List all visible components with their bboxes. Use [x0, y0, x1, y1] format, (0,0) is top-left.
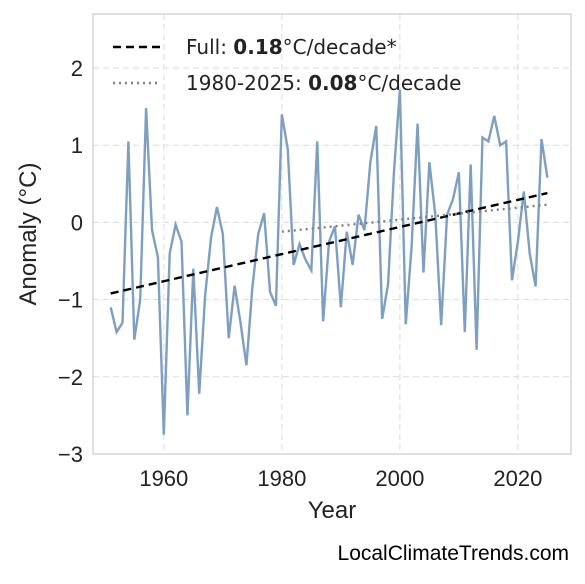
x-axis-label: Year [308, 497, 357, 524]
watermark: LocalClimateTrends.com [338, 542, 569, 565]
y-tick-label: 1 [71, 133, 83, 158]
legend-text: 1980-2025: [186, 71, 308, 95]
legend-text: °C/decade* [283, 35, 397, 59]
legend-entry: 1980-2025: 0.08°C/decade [186, 71, 461, 95]
x-tick-label: 2020 [493, 466, 542, 491]
plot-frame [92, 13, 572, 455]
y-tick-label: 2 [71, 56, 83, 81]
legend-entry: Full: 0.18°C/decade* [186, 35, 397, 59]
data-line [109, 89, 549, 435]
y-tick-label: −2 [58, 365, 83, 390]
y-axis-label: Anomaly (°C) [15, 163, 42, 306]
y-tick-label: −3 [58, 442, 83, 467]
legend-text: Full: [186, 35, 233, 59]
x-tick-label: 1960 [139, 466, 188, 491]
y-tick-label: −1 [58, 288, 83, 313]
legend-text: 0.18 [233, 35, 282, 59]
x-tick-label: 1980 [257, 466, 306, 491]
x-tick-label: 2000 [375, 466, 424, 491]
y-tick-label: 0 [71, 210, 83, 235]
trend-line [110, 191, 548, 295]
legend-text: 0.08 [308, 71, 357, 95]
trend-line [281, 203, 548, 233]
legend-text: °C/decade [357, 71, 461, 95]
